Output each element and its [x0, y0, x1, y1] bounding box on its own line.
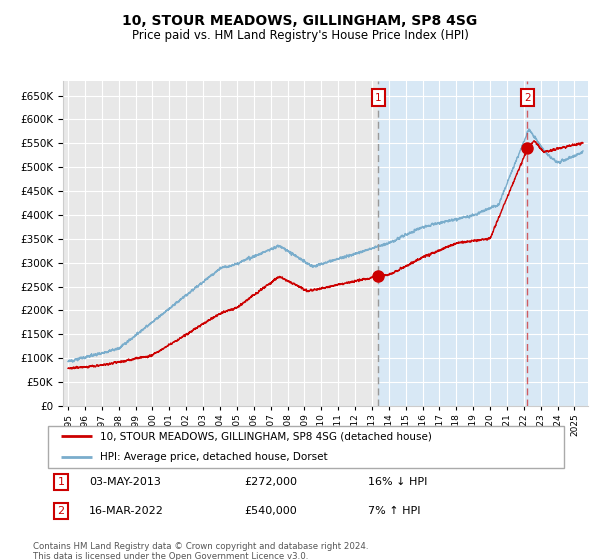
Text: This data is licensed under the Open Government Licence v3.0.: This data is licensed under the Open Gov…: [33, 552, 308, 560]
Bar: [63, 81, 378, 406]
Text: £540,000: £540,000: [244, 506, 297, 516]
Text: 03-MAY-2013: 03-MAY-2013: [89, 477, 161, 487]
Text: 16-MAR-2022: 16-MAR-2022: [89, 506, 164, 516]
Bar: [378, 81, 588, 406]
Text: 10, STOUR MEADOWS, GILLINGHAM, SP8 4SG: 10, STOUR MEADOWS, GILLINGHAM, SP8 4SG: [122, 14, 478, 28]
Text: Price paid vs. HM Land Registry's House Price Index (HPI): Price paid vs. HM Land Registry's House …: [131, 29, 469, 42]
Text: 2: 2: [58, 506, 64, 516]
Text: 16% ↓ HPI: 16% ↓ HPI: [368, 477, 427, 487]
Text: 10, STOUR MEADOWS, GILLINGHAM, SP8 4SG (detached house): 10, STOUR MEADOWS, GILLINGHAM, SP8 4SG (…: [100, 431, 431, 441]
Text: HPI: Average price, detached house, Dorset: HPI: Average price, detached house, Dors…: [100, 452, 327, 462]
Text: Contains HM Land Registry data © Crown copyright and database right 2024.: Contains HM Land Registry data © Crown c…: [33, 542, 368, 551]
Text: 1: 1: [58, 477, 64, 487]
Text: £272,000: £272,000: [244, 477, 297, 487]
Text: 2: 2: [524, 92, 531, 102]
Text: 1: 1: [375, 92, 382, 102]
Text: 7% ↑ HPI: 7% ↑ HPI: [368, 506, 421, 516]
FancyBboxPatch shape: [48, 426, 564, 468]
